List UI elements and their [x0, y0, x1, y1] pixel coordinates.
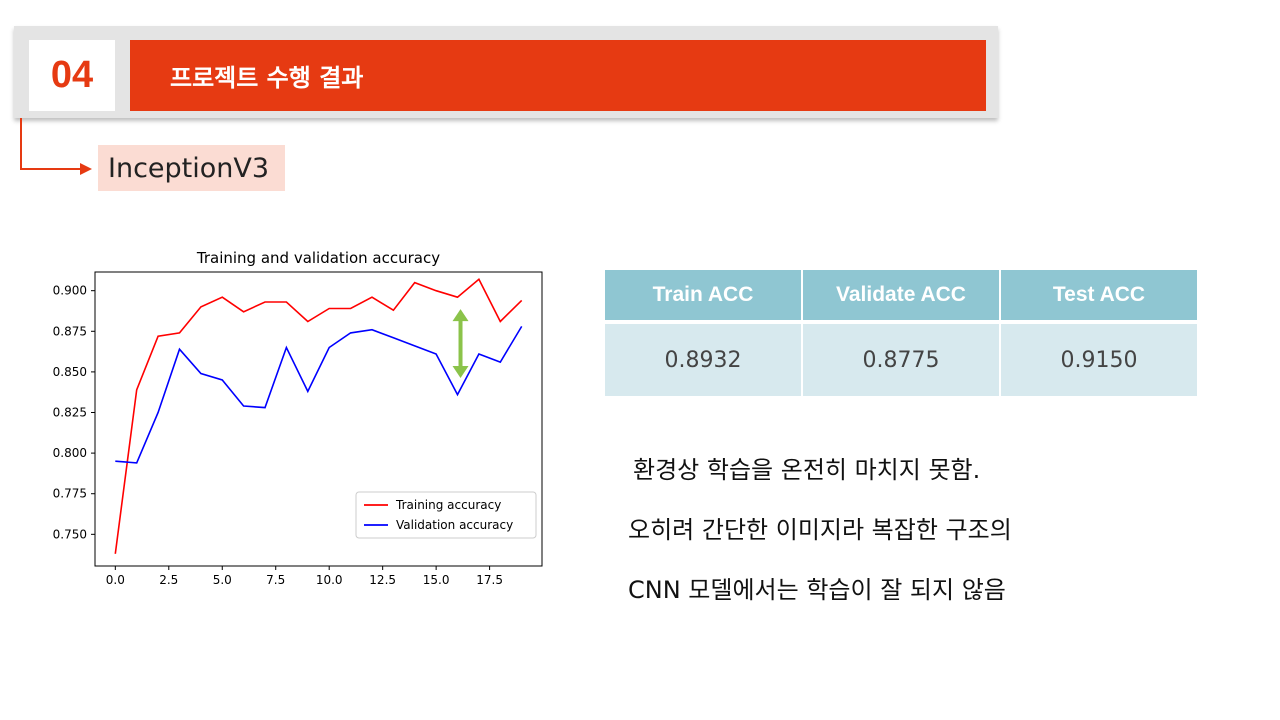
table-row: 0.8932 0.8775 0.9150 [605, 322, 1197, 396]
training-accuracy-line [114, 278, 523, 554]
y-tick-label: 0.875 [53, 324, 87, 338]
plot-frame [94, 271, 543, 567]
x-tick-label: 10.0 [316, 573, 343, 587]
accuracy-table: Train ACC Validate ACC Test ACC 0.8932 0… [605, 270, 1197, 396]
y-tick-label: 0.750 [53, 527, 87, 541]
table-header-validate: Validate ACC [802, 270, 1001, 324]
y-tick-label: 0.900 [53, 284, 87, 298]
table-cell-validate: 0.8775 [802, 322, 1001, 396]
connector-line-horizontal [20, 168, 84, 170]
y-tick-label: 0.825 [53, 406, 87, 420]
gap-arrow-up-icon [452, 309, 469, 322]
x-tick-label: 12.5 [369, 573, 396, 587]
model-name-text: InceptionV3 [108, 152, 270, 184]
connector-line-vertical [20, 118, 22, 170]
x-tick-label: 5.0 [213, 573, 232, 587]
page-title-text: 프로젝트 수행 결과 [170, 64, 364, 92]
x-tick-label: 0.0 [106, 573, 125, 587]
x-tick-label: 15.0 [423, 573, 450, 587]
model-name-label: InceptionV3 [98, 145, 285, 191]
accuracy-chart: Training and validation accuracy 0.750 0.7… [53, 249, 543, 587]
x-tick-label: 17.5 [476, 573, 503, 587]
legend-label: Training accuracy [395, 498, 501, 512]
table-header-test: Test ACC [1000, 270, 1197, 324]
page-title: 프로젝트 수행 결과 [130, 40, 986, 111]
legend-label: Validation accuracy [396, 518, 513, 532]
table-cell-test: 0.9150 [1000, 322, 1197, 396]
table-cell-train: 0.8932 [605, 322, 803, 396]
table-header-row: Train ACC Validate ACC Test ACC [605, 270, 1197, 324]
note-line-3: CNN 모델에서는 학습이 잘 되지 않음 [628, 576, 1006, 604]
y-tick-label: 0.850 [53, 365, 87, 379]
legend-box [355, 491, 537, 539]
validation-accuracy-line [115, 325, 523, 464]
y-tick-label: 0.800 [53, 446, 87, 460]
table-header-train: Train ACC [605, 270, 803, 324]
x-tick-label: 7.5 [266, 573, 285, 587]
section-number: 04 [29, 40, 115, 111]
chart-title: Training and validation accuracy [196, 249, 440, 267]
y-tick-label: 0.775 [53, 487, 87, 501]
gap-arrow-down-icon [452, 366, 469, 379]
note-line-2: 오히려 간단한 이미지라 복잡한 구조의 [628, 516, 1012, 544]
arrow-right-icon [80, 163, 92, 175]
x-tick-label: 2.5 [159, 573, 178, 587]
note-line-1: 환경상 학습을 온전히 마치지 못함. [633, 456, 981, 484]
